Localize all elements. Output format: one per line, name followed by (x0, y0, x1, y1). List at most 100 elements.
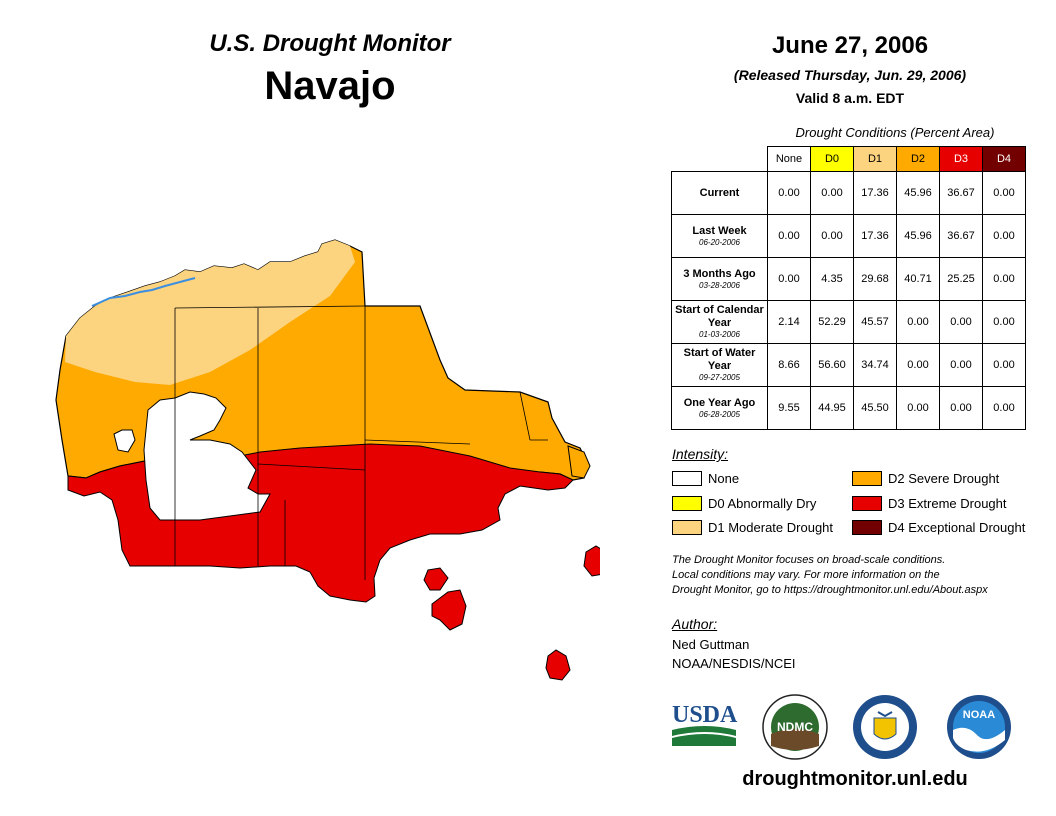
map-area-d3-island-2 (431, 589, 467, 631)
cell-d1: 34.74 (853, 343, 897, 387)
cell-none: 0.00 (767, 214, 811, 258)
disclaimer-note: The Drought Monitor focuses on broad-sca… (672, 553, 1052, 598)
row-label-text: Current (699, 186, 740, 199)
legend-label: D4 Exceptional Drought (888, 520, 1026, 535)
note-line: Local conditions may vary. For more info… (672, 569, 940, 581)
row-label: One Year Ago 06-28-2005 (671, 386, 768, 430)
row-label: Start of Calendar Year 01-03-2006 (671, 300, 768, 344)
legend-item-none: None (672, 471, 739, 486)
cell-none: 9.55 (767, 386, 811, 430)
map-area-none-small (113, 429, 136, 453)
cell-d4: 0.00 (982, 386, 1026, 430)
row-sublabel: 06-20-2006 (699, 237, 740, 247)
author-title: Author: (672, 616, 718, 632)
row-sublabel: 01-03-2006 (699, 330, 740, 339)
legend-swatch (852, 496, 882, 511)
map-area-d3-island-1 (423, 567, 449, 591)
legend-swatch (852, 471, 882, 486)
note-line: The Drought Monitor focuses on broad-sca… (672, 554, 946, 566)
cell-d4: 0.00 (982, 171, 1026, 215)
author-org: NOAA/NESDIS/NCEI (672, 656, 796, 671)
noaa-logo-text: NOAA (963, 709, 995, 721)
legend-label: D1 Moderate Drought (708, 520, 834, 535)
map-area-d2-east (567, 445, 591, 479)
legend-item-d4: D4 Exceptional Drought (852, 520, 1025, 535)
cell-none: 0.00 (767, 171, 811, 215)
legend-swatch (672, 496, 702, 511)
district-boundaries (174, 305, 548, 580)
cell-d4: 0.00 (982, 300, 1026, 344)
ndmc-logo-text: NDMC (777, 720, 813, 734)
table-header-row: None D0 D1 D2 D3 D4 (672, 146, 1026, 172)
cell-d2: 0.00 (896, 386, 940, 430)
cell-d1: 29.68 (853, 257, 897, 301)
row-sublabel: 03-28-2006 (699, 280, 740, 290)
cell-none: 8.66 (767, 343, 811, 387)
cell-d3: 36.67 (939, 171, 983, 215)
legend-label: None (708, 471, 740, 486)
cell-d4: 0.00 (982, 343, 1026, 387)
cell-d1: 17.36 (853, 171, 897, 215)
river-line (91, 277, 196, 307)
release-date: (Released Thursday, Jun. 29, 2006) (733, 67, 967, 83)
row-label: Start of Water Year 09-27-2005 (671, 343, 768, 387)
row-sublabel: 06-28-2005 (699, 409, 740, 419)
cell-d2: 45.96 (896, 214, 940, 258)
row-label: Last Week 06-20-2006 (671, 214, 768, 258)
cell-d1: 45.57 (853, 300, 897, 344)
legend-title: Intensity: (672, 446, 729, 462)
cell-d3: 0.00 (939, 300, 983, 344)
table-row: Last Week 06-20-2006 0.00 0.00 17.36 45.9… (671, 214, 1026, 258)
legend-item-d1: D1 Moderate Drought (672, 520, 833, 535)
legend-label: D2 Severe Drought (888, 471, 1000, 486)
row-label-text: 3 Months Ago (683, 267, 756, 280)
table-row: Start of Calendar Year 01-03-2006 2.14 52… (671, 300, 1026, 344)
map-area-d3-island-4 (545, 649, 571, 681)
legend-label: D0 Abnormally Dry (708, 496, 817, 511)
legend-item-d3: D3 Extreme Drought (852, 496, 1007, 511)
legend-item-d2: D2 Severe Drought (852, 471, 999, 486)
row-label-text: Last Week (692, 224, 747, 237)
cell-d4: 0.00 (982, 257, 1026, 301)
cell-d3: 25.25 (939, 257, 983, 301)
map-title: U.S. Drought Monitor (209, 30, 451, 57)
table-corner (672, 147, 768, 172)
valid-time: Valid 8 a.m. EDT (795, 90, 905, 106)
cell-none: 2.14 (767, 300, 811, 344)
map-date: June 27, 2006 (771, 32, 929, 59)
legend-swatch (852, 520, 882, 535)
map-area-d3-island-3 (583, 545, 600, 577)
col-header-d3: D3 (939, 146, 983, 172)
row-label: 3 Months Ago 03-28-2006 (671, 257, 768, 301)
map-area-d1 (65, 240, 355, 385)
col-header-d4: D4 (982, 146, 1026, 172)
row-label-text: Start of Water Year (683, 347, 756, 372)
cell-d2: 45.96 (896, 171, 940, 215)
ndmc-logo: NDMC (762, 694, 828, 760)
table-row: One Year Ago 06-28-2005 9.55 44.95 45.50 … (671, 386, 1026, 430)
commerce-seal (853, 695, 917, 759)
website-link[interactable]: droughtmonitor.unl.edu (742, 768, 968, 790)
row-label-text: Start of Calendar Year (675, 304, 764, 329)
cell-d0: 52.29 (810, 300, 854, 344)
usda-logo: USDA (672, 702, 738, 746)
cell-d0: 0.00 (810, 214, 854, 258)
col-header-d2: D2 (896, 146, 940, 172)
row-label-text: One Year Ago (683, 396, 756, 409)
table-row: Start of Water Year 09-27-2005 8.66 56.60… (671, 343, 1026, 387)
cell-d2: 0.00 (896, 343, 940, 387)
author-name: Ned Guttman (672, 637, 750, 652)
note-line: Drought Monitor, go to https://droughtmo… (672, 584, 988, 596)
cell-d0: 0.00 (810, 171, 854, 215)
cell-d2: 40.71 (896, 257, 940, 301)
noaa-logo: NOAA (947, 695, 1011, 759)
cell-d0: 4.35 (810, 257, 854, 301)
usda-logo-text: USDA (672, 702, 738, 728)
legend-item-d0: D0 Abnormally Dry (672, 496, 816, 511)
legend-swatch (672, 520, 702, 535)
legend-swatch (672, 471, 702, 486)
col-header-none: None (767, 146, 811, 172)
drought-conditions-table: None D0 D1 D2 D3 D4 Current 0.00 0.00 17… (671, 146, 1026, 430)
legend-label: D3 Extreme Drought (888, 496, 1007, 511)
cell-d1: 45.50 (853, 386, 897, 430)
